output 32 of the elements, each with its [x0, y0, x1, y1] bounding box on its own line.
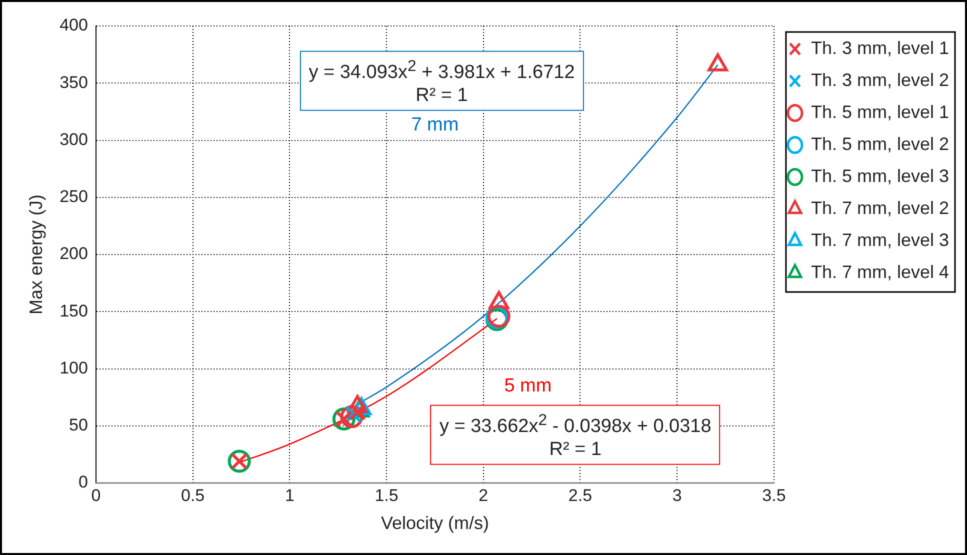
- y-tick-label: 250: [60, 187, 88, 206]
- x-tick-label: 0.5: [181, 486, 205, 505]
- x-tick-label: 2.5: [568, 486, 592, 505]
- legend-label: Th. 7 mm, level 3: [810, 230, 950, 250]
- x-axis-title: Velocity (m/s): [380, 513, 489, 534]
- annotation: 5 mm: [504, 374, 552, 398]
- y-tick-label: 400: [60, 16, 88, 35]
- annotation: 7 mm: [411, 114, 459, 137]
- y-tick-label: 350: [60, 72, 88, 92]
- x-tick-label: 3.5: [762, 486, 786, 505]
- legend-label: Th. 7 mm, level 4: [810, 262, 950, 282]
- x-tick-label: 2: [478, 486, 488, 505]
- legend-label: Th. 3 mm, level 2: [810, 70, 950, 90]
- annotation: y = 34.093x$^{2}$ + 3.981x + 1.6712 R² = 1: [300, 50, 584, 111]
- y-tick-label: 200: [60, 244, 88, 264]
- annotation: y = 33.662x$^{2}$ - 0.0398x + 0.0318 R² = 1: [430, 404, 720, 466]
- legend-label: Th. 3 mm, level 1: [810, 38, 950, 58]
- x-tick-label: 1.5: [374, 486, 398, 505]
- y-tick-label: 0: [78, 472, 88, 492]
- y-tick-label: 300: [60, 130, 88, 149]
- y-tick-label: 50: [69, 416, 88, 435]
- legend-label: Th. 5 mm, level 1: [810, 102, 950, 122]
- y-tick-label: 150: [60, 301, 88, 320]
- y-axis-title: Max energy (J): [26, 194, 46, 315]
- legend-label: Th. 7 mm, level 2: [810, 198, 950, 218]
- legend-label: Th. 5 mm, level 2: [810, 134, 950, 154]
- y-tick-label: 100: [60, 358, 88, 378]
- legend-label: Th. 5 mm, level 3: [810, 166, 950, 186]
- x-tick-label: 3: [672, 486, 682, 505]
- x-tick-label: 1: [284, 486, 294, 505]
- x-tick-label: 0: [91, 486, 101, 505]
- point: [708, 53, 728, 72]
